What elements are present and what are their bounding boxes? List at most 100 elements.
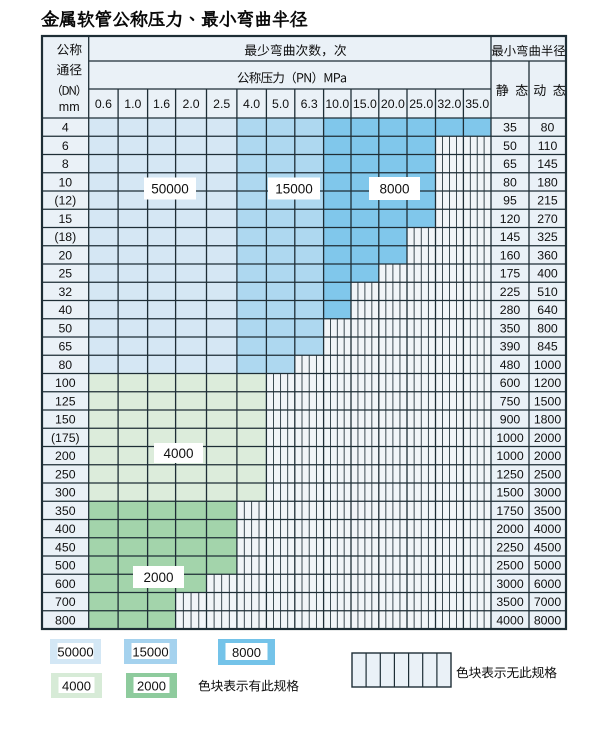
svg-text:8000: 8000 [534, 613, 562, 627]
svg-text:80: 80 [503, 175, 517, 189]
svg-text:325: 325 [537, 230, 558, 244]
svg-text:480: 480 [500, 358, 521, 372]
svg-text:mm: mm [59, 100, 80, 114]
svg-text:15.0: 15.0 [353, 97, 377, 111]
svg-text:175: 175 [500, 267, 521, 281]
svg-text:6000: 6000 [534, 577, 562, 591]
svg-text:1800: 1800 [534, 413, 562, 427]
svg-text:4: 4 [62, 121, 69, 135]
svg-text:120: 120 [500, 212, 521, 226]
svg-text:4000: 4000 [496, 613, 524, 627]
svg-text:2.5: 2.5 [213, 97, 230, 111]
svg-text:80: 80 [541, 121, 555, 135]
svg-text:8000: 8000 [379, 181, 409, 196]
svg-text:200: 200 [55, 449, 76, 463]
svg-text:2000: 2000 [534, 449, 562, 463]
svg-text:600: 600 [500, 376, 521, 390]
svg-text:700: 700 [55, 595, 76, 609]
svg-text:25.0: 25.0 [409, 97, 433, 111]
svg-text:65: 65 [58, 340, 72, 354]
svg-text:2000: 2000 [496, 522, 524, 536]
svg-text:25: 25 [58, 267, 72, 281]
svg-text:100: 100 [55, 376, 76, 390]
svg-text:2000: 2000 [143, 570, 173, 585]
svg-text:1500: 1500 [534, 394, 562, 408]
svg-text:300: 300 [55, 486, 76, 500]
svg-text:50000: 50000 [151, 181, 189, 196]
svg-text:1.6: 1.6 [153, 97, 170, 111]
svg-text:15000: 15000 [132, 644, 168, 659]
svg-text:5000: 5000 [534, 559, 562, 573]
svg-text:3000: 3000 [534, 486, 562, 500]
svg-text:145: 145 [500, 230, 521, 244]
svg-text:8: 8 [62, 157, 69, 171]
svg-text:95: 95 [503, 194, 517, 208]
svg-text:7000: 7000 [534, 595, 562, 609]
svg-text:6.3: 6.3 [301, 97, 318, 111]
svg-text:4000: 4000 [163, 446, 193, 461]
svg-text:280: 280 [500, 303, 521, 317]
svg-text:180: 180 [537, 175, 558, 189]
svg-text:10: 10 [58, 175, 72, 189]
svg-text:32.0: 32.0 [437, 97, 461, 111]
svg-text:15: 15 [58, 212, 72, 226]
svg-text:50: 50 [58, 321, 72, 335]
svg-text:2.0: 2.0 [183, 97, 200, 111]
svg-text:3500: 3500 [496, 595, 524, 609]
svg-text:350: 350 [500, 321, 521, 335]
svg-text:270: 270 [537, 212, 558, 226]
svg-text:600: 600 [55, 577, 76, 591]
svg-text:225: 225 [500, 285, 521, 299]
svg-text:1000: 1000 [496, 431, 524, 445]
svg-text:2250: 2250 [496, 540, 524, 554]
svg-text:750: 750 [500, 394, 521, 408]
svg-text:20: 20 [58, 248, 72, 262]
svg-text:4500: 4500 [534, 540, 562, 554]
svg-text:35: 35 [503, 121, 517, 135]
svg-text:15000: 15000 [275, 181, 313, 196]
svg-text:1000: 1000 [534, 358, 562, 372]
svg-text:250: 250 [55, 467, 76, 481]
svg-text:35.0: 35.0 [465, 97, 489, 111]
svg-text:(18): (18) [54, 230, 76, 244]
svg-text:4000: 4000 [534, 522, 562, 536]
svg-text:8000: 8000 [232, 645, 261, 660]
svg-text:450: 450 [55, 540, 76, 554]
svg-text:32: 32 [58, 285, 72, 299]
svg-text:1500: 1500 [496, 486, 524, 500]
svg-text:2000: 2000 [534, 431, 562, 445]
svg-text:125: 125 [55, 394, 76, 408]
svg-text:2500: 2500 [496, 559, 524, 573]
svg-text:640: 640 [537, 303, 558, 317]
svg-text:10.0: 10.0 [325, 97, 349, 111]
svg-text:400: 400 [55, 522, 76, 536]
svg-text:1.0: 1.0 [124, 97, 141, 111]
svg-text:360: 360 [537, 248, 558, 262]
svg-text:50000: 50000 [57, 644, 93, 659]
svg-text:215: 215 [537, 194, 558, 208]
svg-text:5.0: 5.0 [272, 97, 289, 111]
svg-text:3000: 3000 [496, 577, 524, 591]
svg-text:(175): (175) [51, 431, 80, 445]
svg-text:2000: 2000 [137, 678, 166, 693]
svg-text:1250: 1250 [496, 467, 524, 481]
svg-text:(12): (12) [54, 194, 76, 208]
svg-text:20.0: 20.0 [381, 97, 405, 111]
svg-text:1000: 1000 [496, 449, 524, 463]
svg-text:400: 400 [537, 267, 558, 281]
svg-text:0.6: 0.6 [95, 97, 112, 111]
svg-text:500: 500 [55, 559, 76, 573]
svg-text:1750: 1750 [496, 504, 524, 518]
svg-text:900: 900 [500, 413, 521, 427]
svg-text:390: 390 [500, 340, 521, 354]
svg-text:510: 510 [537, 285, 558, 299]
svg-text:3500: 3500 [534, 504, 562, 518]
svg-text:800: 800 [537, 321, 558, 335]
svg-text:160: 160 [500, 248, 521, 262]
svg-text:6: 6 [62, 139, 69, 153]
svg-text:80: 80 [58, 358, 72, 372]
svg-text:50: 50 [503, 139, 517, 153]
svg-text:145: 145 [537, 157, 558, 171]
svg-text:845: 845 [537, 340, 558, 354]
svg-text:110: 110 [538, 139, 558, 153]
